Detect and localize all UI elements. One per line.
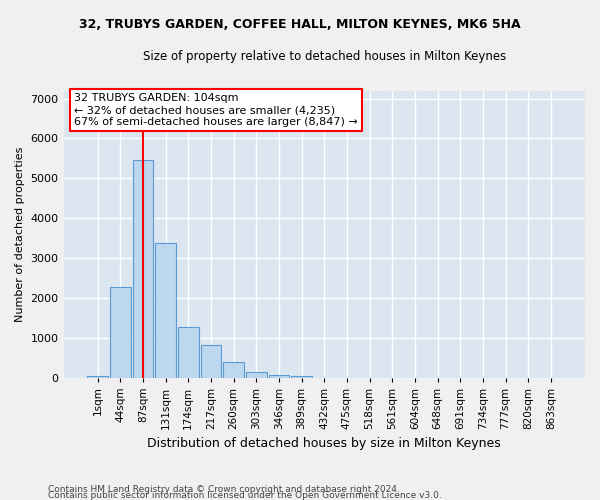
Bar	[200, 345, 221, 378]
Text: 32, TRUBYS GARDEN, COFFEE HALL, MILTON KEYNES, MK6 5HA: 32, TRUBYS GARDEN, COFFEE HALL, MILTON K…	[79, 18, 521, 30]
Text: 32 TRUBYS GARDEN: 104sqm
← 32% of detached houses are smaller (4,235)
67% of sem: 32 TRUBYS GARDEN: 104sqm ← 32% of detach…	[74, 94, 358, 126]
Y-axis label: Number of detached properties: Number of detached properties	[15, 146, 25, 322]
Bar	[246, 372, 267, 378]
Title: Size of property relative to detached houses in Milton Keynes: Size of property relative to detached ho…	[143, 50, 506, 63]
Bar	[133, 160, 154, 378]
Text: Contains HM Land Registry data © Crown copyright and database right 2024.: Contains HM Land Registry data © Crown c…	[48, 484, 400, 494]
Bar	[223, 362, 244, 378]
Bar	[110, 286, 131, 378]
Bar	[178, 328, 199, 378]
Bar	[291, 376, 312, 378]
X-axis label: Distribution of detached houses by size in Milton Keynes: Distribution of detached houses by size …	[148, 437, 501, 450]
Text: Contains public sector information licensed under the Open Government Licence v3: Contains public sector information licen…	[48, 491, 442, 500]
Bar	[87, 376, 108, 378]
Bar	[269, 374, 289, 378]
Bar	[155, 243, 176, 378]
